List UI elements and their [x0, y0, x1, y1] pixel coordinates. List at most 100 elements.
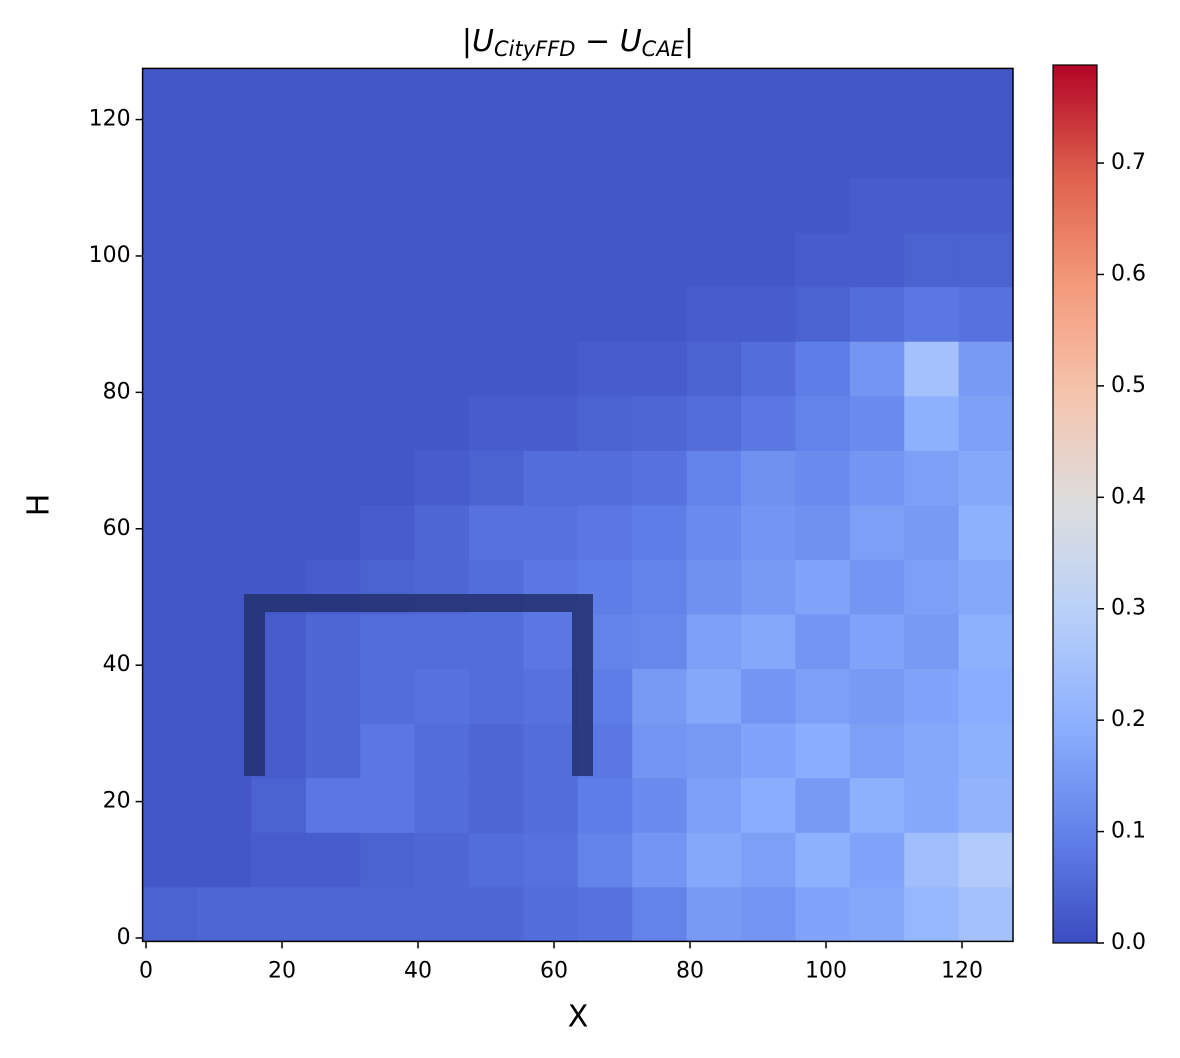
- heatmap-cell: [523, 232, 579, 288]
- heatmap-cell: [523, 668, 579, 724]
- heatmap-cell: [904, 286, 960, 342]
- heatmap-cell: [469, 832, 524, 888]
- heatmap-cell: [904, 232, 960, 288]
- heatmap-cell: [360, 450, 416, 506]
- heatmap-cell: [577, 395, 633, 451]
- heatmap-cell: [958, 232, 1014, 288]
- heatmap-cell: [414, 832, 470, 888]
- heatmap-cell: [469, 886, 524, 942]
- heatmap-cell: [577, 68, 633, 124]
- heatmap-cell: [632, 177, 688, 233]
- heatmap-cell: [741, 122, 796, 179]
- heatmap-cell: [469, 341, 524, 397]
- heatmap-cell: [741, 341, 796, 397]
- heatmap-cell: [305, 777, 361, 833]
- heatmap-cell: [686, 723, 742, 779]
- heatmap-cell: [305, 723, 361, 779]
- heatmap-cell: [741, 450, 796, 506]
- heatmap-cell: [795, 450, 851, 506]
- heatmap-cell: [360, 232, 416, 288]
- heatmap-cell: [741, 232, 796, 288]
- heatmap-cell: [523, 286, 579, 342]
- heatmap-cell: [795, 886, 851, 942]
- heatmap-cell: [632, 504, 688, 560]
- heatmap-cell: [251, 122, 307, 179]
- x-tick-label: 40: [404, 958, 432, 983]
- heatmap-cell: [795, 177, 851, 233]
- heatmap-cell: [904, 832, 960, 888]
- chart-title: |UCityFFD − UCAE|: [462, 24, 694, 62]
- heatmap-cell: [142, 122, 198, 179]
- heatmap-cell: [469, 122, 524, 179]
- heatmap-cell: [958, 886, 1014, 942]
- colorbar-tick-label: 0.0: [1111, 930, 1146, 955]
- heatmap-cell: [686, 668, 742, 724]
- heatmap-cell: [741, 395, 796, 451]
- colorbar-tick-label: 0.5: [1111, 373, 1146, 398]
- plot-frame: [141, 67, 1014, 943]
- heatmap-cell: [469, 395, 524, 451]
- heatmap-cell: [305, 886, 361, 942]
- heatmap-cell: [741, 832, 796, 888]
- heatmap-cell: [904, 614, 960, 670]
- heatmap-cell: [469, 723, 524, 779]
- heatmap-cell: [414, 395, 470, 451]
- x-tick-label: 100: [805, 958, 847, 983]
- heatmap-cell: [795, 614, 851, 670]
- title-part: CAE: [642, 37, 685, 61]
- heatmap-cell: [958, 395, 1014, 451]
- heatmap-cell: [577, 777, 633, 833]
- heatmap-cell: [414, 232, 470, 288]
- heatmap-cell: [632, 68, 688, 124]
- heatmap-cell: [958, 614, 1014, 670]
- colorbar: [1052, 64, 1098, 944]
- heatmap-cell: [414, 614, 470, 670]
- heatmap-cell: [958, 177, 1014, 233]
- heatmap-cell: [795, 777, 851, 833]
- heatmap-cell: [577, 832, 633, 888]
- heatmap-cell: [197, 177, 252, 233]
- heatmap-cell: [523, 723, 579, 779]
- colorbar-tick-label: 0.4: [1111, 484, 1146, 509]
- heatmap-cell: [251, 68, 307, 124]
- heatmap-cell: [795, 832, 851, 888]
- heatmap-cell: [686, 832, 742, 888]
- colorbar-tick-label: 0.6: [1111, 261, 1146, 286]
- heatmap-cell: [197, 559, 252, 615]
- heatmap-cell: [197, 614, 252, 670]
- heatmap-cell: [795, 122, 851, 179]
- heatmap-cell: [142, 723, 198, 779]
- heatmap-cell: [142, 286, 198, 342]
- heatmap-cell: [360, 68, 416, 124]
- heatmap-cell: [904, 122, 960, 179]
- x-tick-label: 120: [941, 958, 983, 983]
- heatmap-cell: [632, 559, 688, 615]
- heatmap-cell: [142, 559, 198, 615]
- heatmap-cell: [251, 777, 307, 833]
- colorbar-tick-label: 0.1: [1111, 819, 1146, 844]
- heatmap-cell: [414, 122, 470, 179]
- title-part: |: [684, 24, 694, 59]
- heatmap-cell: [849, 122, 905, 179]
- heatmap-cell: [197, 450, 252, 506]
- x-tick-label: 0: [139, 958, 153, 983]
- heatmap-cell: [360, 614, 416, 670]
- heatmap-cell: [523, 886, 579, 942]
- heatmap-cell: [958, 122, 1014, 179]
- heatmap-cell: [305, 286, 361, 342]
- heatmap-cell: [632, 232, 688, 288]
- heatmap-cell: [469, 504, 524, 560]
- heatmap-cell: [632, 122, 688, 179]
- heatmap-cell: [849, 341, 905, 397]
- heatmap-cell: [577, 450, 633, 506]
- heatmap-cell: [958, 668, 1014, 724]
- heatmap-cell: [686, 777, 742, 833]
- heatmap-cell: [414, 286, 470, 342]
- heatmap-cell: [741, 68, 796, 124]
- x-tick-label: 20: [268, 958, 296, 983]
- heatmap-cell: [741, 177, 796, 233]
- heatmap-cell: [849, 68, 905, 124]
- heatmap-cell: [741, 504, 796, 560]
- colorbar-tick-label: 0.3: [1111, 596, 1146, 621]
- heatmap-cell: [305, 232, 361, 288]
